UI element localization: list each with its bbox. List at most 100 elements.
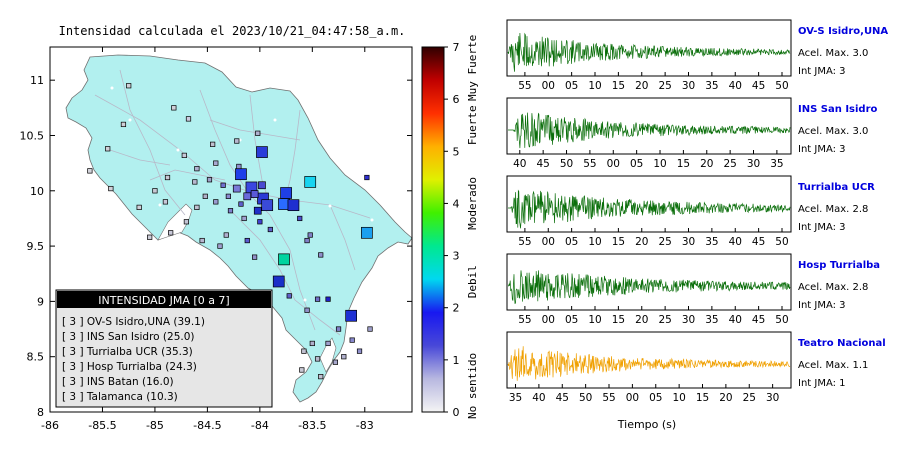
waveform-tick-label: 00 [607,158,620,170]
station-marker [202,193,208,199]
waveform-station-name: Turrialba UCR [798,182,875,193]
waveform-tick-label: 10 [653,158,666,170]
waveform-tick-label: 35 [509,392,522,404]
waveform-tick-label: 25 [743,392,756,404]
waveform-tick-label: 05 [649,392,662,404]
station-marker [255,130,261,136]
waveform-tick-label: 50 [579,392,592,404]
station-marker [304,307,310,313]
waveform-tick-label: 55 [518,236,531,248]
legend-header-bar [57,291,271,308]
station-marker [108,185,114,192]
waveform-tick-label: 20 [700,158,713,170]
waveform-int-jma: Int JMA: 1 [798,378,846,389]
waveform-frame [506,97,792,155]
waveform-tick-label: 50 [775,236,788,248]
station-marker [181,152,187,158]
waveform-tick-label: 05 [565,314,578,326]
station-marker [183,219,190,225]
waveform-tick-label: 30 [682,236,695,248]
station-marker [210,141,216,147]
station-marker [252,254,258,260]
station-marker [136,204,142,210]
waveform-tick-label: 25 [723,158,736,170]
waveform-trace [507,270,791,305]
station-marker [318,374,324,380]
waveform-tick-label: 00 [626,392,639,404]
waveform-tick-label: 30 [682,80,695,92]
waveform-tick-label: 40 [532,392,545,404]
waveform-xlabel: Tiempo (s) [617,418,676,431]
waveform-tick-label: 45 [752,314,765,326]
waveform-panel: 40 45 50 55 00 05 10 15 20 25 30 35 INS San Isidro Ac… [506,97,878,170]
station-marker [261,199,274,212]
station-marker [314,296,321,302]
waveform-tick-label: 20 [635,236,648,248]
station-marker [309,340,315,347]
waveform-panels: 55 00 05 10 15 20 25 30 35 40 45 50 OV-S Isidro,UNA A… [506,19,888,404]
station-marker [367,326,373,332]
y-tick-label: 10 [30,185,44,198]
station-marker [220,182,226,188]
legend-entry: [ 3 ] INS San Isidro (25.0) [62,331,195,343]
waveform-tick-label: 15 [612,236,625,248]
waveform-tick-label: 50 [775,80,788,92]
waveform-tick-label: 35 [705,80,718,92]
station-marker [217,243,223,249]
waveform-acel-max: Acel. Max. 3.0 [798,48,868,59]
y-tick-label: 9.5 [27,240,45,253]
station-marker [332,359,339,365]
station-marker [192,179,198,185]
station-marker [304,237,310,244]
station-marker [318,252,324,258]
waveform-panel: 55 00 05 10 15 20 25 30 35 40 45 50 OV-S Isidro,UNA A… [506,19,888,92]
station-marker [286,293,292,299]
station-marker [162,199,169,205]
colorbar-category-label: Moderado [466,177,479,230]
colorbar-tick-label: 4 [453,197,460,210]
waveform-tick-label: 15 [696,392,709,404]
station-marker [253,206,262,215]
waveform-trace [508,112,791,149]
station-marker [250,190,259,198]
colorbar-category-label: No sentido [466,353,479,419]
waveform-tick-label: 40 [513,158,526,170]
waveform-tick-label: 10 [588,314,601,326]
waveform-panel: 35 40 45 50 55 00 05 10 15 20 25 30 Teatro Nacional A… [506,331,886,404]
station-marker [364,174,370,181]
waveform-tick-label: 25 [658,314,671,326]
colorbar-tick-label: 7 [453,41,460,54]
waveform-tick-label: 20 [635,80,648,92]
colorbar-category-label: Muy Fuerte [466,35,479,101]
waveform-tick-label: 05 [565,80,578,92]
waveform-trace [507,346,791,381]
station-marker [225,193,231,199]
x-tick-label: -85.5 [88,419,116,432]
station-marker [236,163,242,170]
colorbar-scale [421,46,445,413]
waveform-tick-label: 25 [658,236,671,248]
y-tick-label: 8.5 [27,351,45,364]
station-marker [199,237,205,244]
x-tick-label: -84.5 [193,419,221,432]
colorbar-category-label: Fuerte [466,105,479,145]
waveform-tick-label: 40 [729,236,742,248]
station-marker [120,121,127,128]
waveform-int-jma: Int JMA: 3 [798,66,846,77]
station-marker [147,234,153,240]
station-marker [280,187,292,199]
station-marker [194,166,200,172]
station-marker [105,146,111,152]
colorbar-category-label: Debil [466,265,479,298]
waveform-tick-label: 15 [612,80,625,92]
station-marker [213,160,219,166]
waveform-tick-label: 50 [775,314,788,326]
station-marker [314,356,321,362]
waveform-tick-label: 10 [588,80,601,92]
waveform-station-name: OV-S Isidro,UNA [798,26,888,37]
station-marker [349,337,355,343]
x-tick-label: -83 [356,419,374,432]
station-marker [164,174,171,181]
station-marker [223,232,229,238]
y-tick-label: 8 [37,406,44,419]
